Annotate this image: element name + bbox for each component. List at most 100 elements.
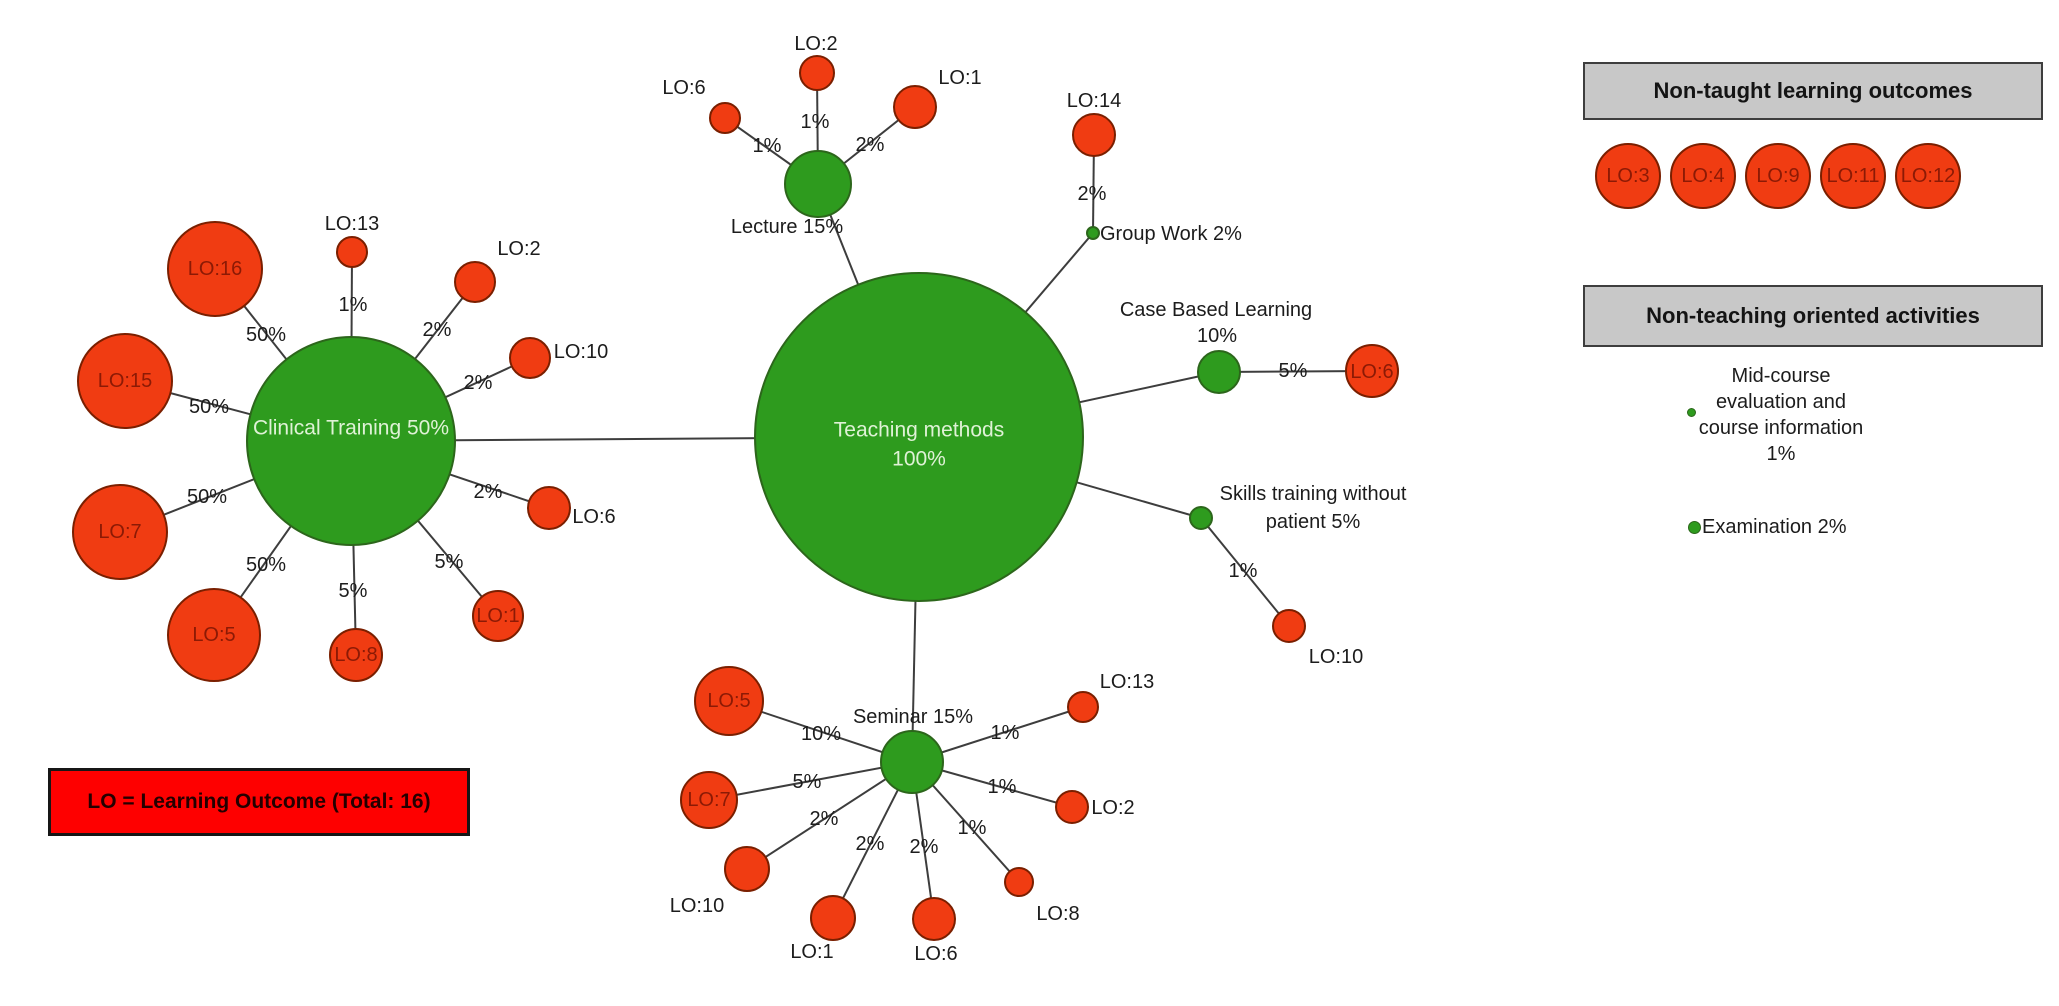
lo-label: LO:6 — [572, 506, 615, 528]
edge-label-sem-lo1Se: 2% — [856, 833, 885, 855]
node-lo2Se — [1055, 790, 1089, 824]
examination-item-label: Examination 2% — [1702, 516, 1847, 538]
legend-non-taught-title: Non-taught learning outcomes — [1653, 78, 1973, 103]
lo-label: LO:6 — [1350, 361, 1393, 383]
edge-label-sem-lo6Se: 2% — [910, 836, 939, 858]
legend-outcome-chip: LO:4 — [1670, 143, 1736, 209]
lo-label: LO:1 — [790, 941, 833, 963]
lo-label: LO:7 — [98, 521, 141, 543]
legend-outcome-chip: LO:12 — [1895, 143, 1961, 209]
edge-label-lec-lo2L: 1% — [801, 111, 830, 133]
edge-label-lec-lo6L: 1% — [753, 135, 782, 157]
legend-outcome-label: LO:3 — [1606, 164, 1650, 187]
node-lo16 — [167, 221, 263, 317]
examination-dot-icon — [1688, 521, 1701, 534]
node-skills — [1189, 506, 1213, 530]
edge-label-sem-lo8Se: 1% — [958, 817, 987, 839]
edge-label-sem-lo13Se: 1% — [991, 722, 1020, 744]
node-label-clinical-training: Clinical Training 50% — [253, 417, 449, 440]
legend-non-teaching-title: Non-teaching oriented activities — [1646, 303, 1980, 328]
lo-label: LO:2 — [794, 33, 837, 55]
lo-key-text: LO = Learning Outcome (Total: 16) — [87, 790, 431, 813]
lo-label: LO:5 — [192, 624, 235, 646]
edge-label-ct-lo8C: 5% — [339, 580, 368, 602]
edge-sem-lo7Se — [708, 761, 913, 801]
legend-outcome-label: LO:12 — [1900, 164, 1956, 187]
edge-label-gw-lo14: 2% — [1078, 183, 1107, 205]
lo-label: LO:5 — [707, 690, 750, 712]
node-label-teaching-pct: 100% — [892, 448, 946, 471]
lo-label: LO:16 — [188, 258, 242, 280]
node-tm — [754, 272, 1084, 602]
edge-label-sem-lo10Se: 2% — [810, 808, 839, 830]
node-label-teaching-methods: Teaching methods — [834, 419, 1004, 442]
node-label-group-work: Group Work 2% — [1100, 223, 1242, 245]
lo-label: LO:1 — [476, 605, 519, 627]
edge-label-ct-lo5C: 50% — [246, 554, 286, 576]
legend-non-taught-outcomes-row: LO:3 LO:4 LO:9 LO:11 LO:12 — [1595, 143, 1961, 209]
mid-course-item-label: Mid-course evaluation and course informa… — [1698, 365, 1864, 465]
legend-non-taught-panel: Non-taught learning outcomes — [1583, 62, 2043, 120]
lo-label: LO:1 — [938, 67, 981, 89]
node-lo6Se — [912, 897, 956, 941]
legend-outcome-chip: LO:9 — [1745, 143, 1811, 209]
node-lo1Se — [810, 895, 856, 941]
node-gw — [1086, 226, 1100, 240]
node-sem — [880, 730, 944, 794]
node-cbl — [1197, 350, 1241, 394]
edge-label-ct-lo13C: 1% — [339, 294, 368, 316]
lo-label: LO:13 — [1100, 671, 1154, 693]
node-lo10C — [509, 337, 551, 379]
lo-label: LO:6 — [662, 77, 705, 99]
edge-label-ct-lo16: 50% — [246, 324, 286, 346]
legend-outcome-chip: LO:3 — [1595, 143, 1661, 209]
node-lo5C — [167, 588, 261, 682]
edge-label-ct-lo1C: 5% — [435, 551, 464, 573]
lo-label: LO:13 — [325, 213, 379, 235]
lo-label: LO:7 — [687, 789, 730, 811]
node-lo10Se — [724, 846, 770, 892]
edge-label-sem-lo2Se: 1% — [988, 776, 1017, 798]
legend-non-teaching-panel: Non-teaching oriented activities — [1583, 285, 2043, 347]
edge-label-ct-lo7C: 50% — [187, 486, 227, 508]
node-lo6C — [1345, 344, 1399, 398]
edge-label-sem-lo5Se: 10% — [801, 723, 841, 745]
lo-label: LO:8 — [1036, 903, 1079, 925]
lo-label: LO:2 — [1091, 797, 1134, 819]
edge-label-ct-lo6C2: 2% — [474, 481, 503, 503]
edge-label-ct-lo15: 50% — [189, 396, 229, 418]
lo-label: LO:10 — [1309, 646, 1363, 668]
lo-label: LO:10 — [670, 895, 724, 917]
node-ct — [246, 336, 456, 546]
edge-label-lec-lo1L: 2% — [856, 134, 885, 156]
node-lo7Se — [680, 771, 738, 829]
lo-label: LO:15 — [98, 370, 152, 392]
lo-label: LO:8 — [334, 644, 377, 666]
node-label-cbl-line2: 10% — [1197, 325, 1237, 347]
node-lo15 — [77, 333, 173, 429]
node-lo5Se — [694, 666, 764, 736]
node-label-lecture: Lecture 15% — [731, 216, 844, 238]
edge-label-ct-lo2C: 2% — [423, 319, 452, 341]
node-lo8C — [329, 628, 383, 682]
node-lo7C — [72, 484, 168, 580]
edge-label-ct-lo10C: 2% — [464, 372, 493, 394]
mid-course-dot-icon — [1687, 408, 1696, 417]
edge-skills-lo10S — [1200, 517, 1290, 627]
edge-label-cbl-lo6C: 5% — [1279, 360, 1308, 382]
node-lo1L — [893, 85, 937, 129]
legend-outcome-chip: LO:11 — [1820, 143, 1886, 209]
node-lo13C — [336, 236, 368, 268]
node-label-skills-line1: Skills training without — [1220, 483, 1407, 505]
lo-label: LO:14 — [1067, 90, 1121, 112]
legend-outcome-label: LO:11 — [1826, 164, 1880, 187]
node-lo6C2 — [527, 486, 571, 530]
legend-outcome-label: LO:9 — [1756, 164, 1800, 187]
edge-sem-lo10Se — [746, 761, 913, 870]
edge-label-sem-lo7Se: 5% — [793, 771, 822, 793]
node-lo2C — [454, 261, 496, 303]
node-lo8Se — [1004, 867, 1034, 897]
lo-label: LO:2 — [497, 238, 540, 260]
